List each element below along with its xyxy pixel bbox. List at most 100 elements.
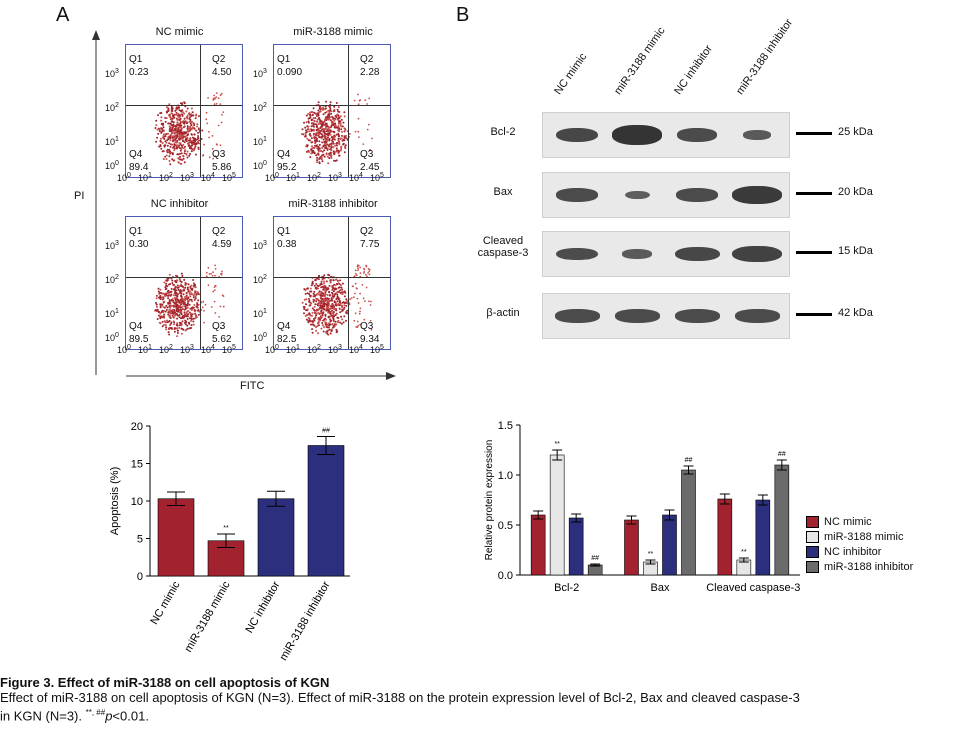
scatter-dot [167,138,170,141]
scatter-dot [197,313,200,316]
scatter-dot [175,308,178,311]
scatter-dot [322,319,325,322]
scatter-dot [197,131,200,134]
scatter-dot [194,295,197,298]
scatter-dot [193,133,196,136]
scatter-dot [215,96,218,98]
scatter-dot [173,284,175,286]
scatter-dot [173,113,176,116]
scatter-dot [157,287,160,290]
scatter-dot [164,120,167,123]
scatter-dot [351,285,354,288]
quadrant-v-line [348,45,349,177]
blot-band [612,125,662,145]
scatter-dot [155,303,158,306]
scatter-dot [369,149,372,151]
scatter-dot [208,136,210,139]
legend-swatch [806,561,819,574]
scatter-dot [180,290,183,293]
scatter-dot [358,312,361,315]
scatter-dot [168,142,171,145]
scatter-dot [210,272,212,275]
size-marker-line [796,251,832,254]
scatter-dot [355,287,358,290]
caption-line-1: Effect of miR-3188 on cell apoptosis of … [0,690,800,705]
scatter-dot [331,288,334,291]
scatter-dot [330,298,333,301]
scatter-dot [310,284,313,287]
scatter-dot [159,288,162,291]
scatter-dot [336,283,339,286]
scatter-dot [310,118,313,121]
scatter-dot [315,300,318,303]
scatter-dot [194,315,197,318]
scatter-dot [336,113,339,116]
y-tick-label: 100 [105,160,119,171]
scatter-dot [176,275,179,278]
scatter-dot [175,141,178,144]
scatter-dot [323,302,326,305]
scatter-dot [305,121,308,124]
scatter-dot [343,301,346,304]
quadrant-h-line [126,277,242,278]
scatter-dot [320,316,323,319]
lane-label: miR-3188 mimic [612,25,668,97]
scatter-dot [343,135,346,138]
scatter-dot [339,321,342,324]
scatter-dot [182,293,185,296]
scatter-dot [311,311,314,314]
scatter-dot [188,112,190,115]
scatter-dot [180,306,182,309]
scatter-dot [335,147,338,150]
fitc-axis-label: FITC [240,380,265,392]
scatter-dot [313,290,316,293]
q4-value: 95.2 [277,162,297,173]
scatter-dot [158,145,161,148]
scatter-dot [174,109,177,112]
scatter-dot [316,303,319,306]
scatter-dot [205,118,208,121]
protein-label: Cleaved caspase-3 [477,235,529,259]
scatter-dot [343,111,346,114]
scatter-dot [328,111,331,114]
scatter-dot [177,146,180,148]
legend-item: miR-3188 mimic [806,531,903,544]
scatter-dot [177,308,180,311]
scatter-dot [324,144,326,147]
blot-band [675,188,719,202]
scatter-dot [329,116,332,119]
scatter-dot [178,314,181,316]
scatter-dot [306,125,309,128]
scatter-dot [334,124,337,127]
scatter-dot [183,302,186,304]
scatter-dot [322,130,325,133]
scatter-dot [322,286,325,289]
scatter-dot [174,285,177,288]
scatter-dot [221,270,223,273]
scatter-dot [313,125,315,128]
scatter-dot [213,286,216,288]
caption-p: p [105,708,113,724]
scatter-dot [171,110,174,113]
scatter-dot [350,297,353,299]
scatter-dot [185,140,188,143]
scatter-dot [315,294,318,297]
scatter-dot [181,274,184,277]
scatter-dot [159,306,162,309]
scatter-dot [327,329,330,332]
scatter-dot [339,120,341,123]
scatter-dot [189,285,192,288]
scatter-dot [328,303,331,306]
scatter-dot [314,303,317,306]
scatter-dot [168,160,171,162]
scatter-dot [180,131,183,134]
scatter-dot [181,135,184,138]
scatter-dot [167,109,170,111]
bar [755,499,771,576]
scatter-dot [184,135,187,138]
scatter-dot [216,143,218,146]
y-tick-label: 1.5 [498,420,513,432]
scatter-dot [309,133,311,135]
scatter-dot [313,135,316,138]
scatter-dot [167,311,170,314]
